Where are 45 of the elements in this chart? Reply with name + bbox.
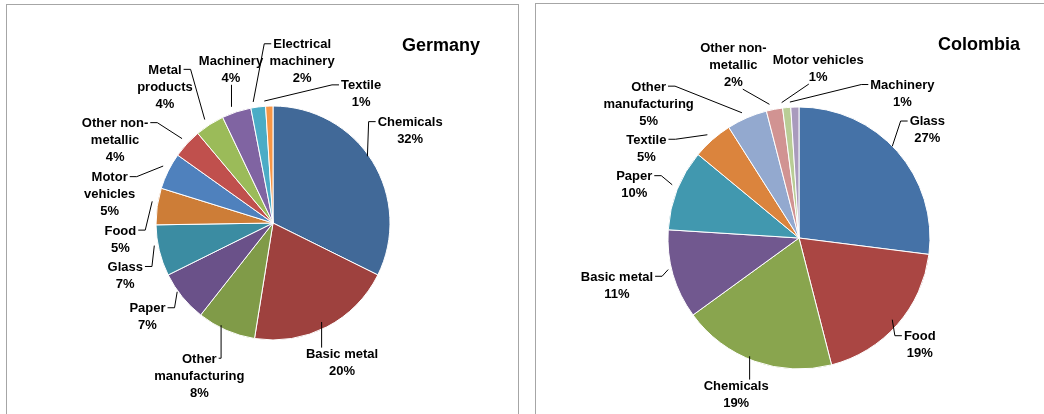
slice-label: Other non-metallic — [81, 115, 149, 148]
chart-title: Colombia — [937, 34, 1021, 55]
data-label: 5% — [636, 148, 657, 164]
slice-label: Machinery — [870, 76, 936, 92]
slice-label: Motor vehicles — [83, 169, 136, 202]
data-label: 32% — [397, 131, 424, 147]
data-label: 1% — [808, 69, 829, 85]
slice-label: Electrical machinery — [269, 36, 336, 69]
slice-label: Chemicals — [703, 377, 769, 393]
slice-label: Textile — [340, 77, 382, 93]
slice-label: Metal products — [137, 61, 193, 94]
slice-label: Motor vehicles — [772, 52, 864, 68]
chart-title: Germany — [400, 35, 481, 56]
data-label: 5% — [110, 239, 131, 255]
slice-label: Other manufacturing — [603, 78, 694, 111]
data-label: 1% — [351, 94, 371, 110]
data-label: 7% — [138, 317, 158, 333]
slice-label: Textile — [626, 131, 667, 147]
data-label: 2% — [723, 74, 744, 90]
data-label: 11% — [604, 285, 631, 301]
data-label: 4% — [155, 95, 175, 111]
slice-label: Basic metal — [580, 268, 654, 284]
data-label: 10% — [621, 185, 648, 201]
data-label: 7% — [115, 275, 136, 291]
data-label: 19% — [906, 345, 934, 361]
slice-label: Paper — [616, 168, 653, 184]
data-label: 2% — [292, 70, 312, 86]
data-label: 20% — [329, 362, 356, 378]
slice-label: Paper — [129, 300, 166, 316]
slice-label: Chemicals — [377, 114, 443, 130]
slice-label: Food — [903, 328, 936, 344]
data-label: 27% — [914, 130, 941, 146]
slice-label: Other manufacturing — [154, 350, 245, 383]
slice-label: Glass — [107, 258, 143, 274]
slice-label: Glass — [909, 113, 946, 129]
data-label: 1% — [893, 93, 913, 109]
slice-label: Other non-metallic — [700, 40, 767, 73]
slice-label: Food — [104, 222, 137, 238]
data-label: 5% — [100, 203, 120, 219]
slice-label: Basic metal — [305, 345, 379, 361]
data-label: 8% — [189, 384, 210, 400]
data-label: 5% — [639, 112, 659, 128]
data-label: 4% — [221, 70, 241, 86]
data-label: 4% — [105, 149, 125, 165]
data-label: 19% — [723, 394, 750, 410]
